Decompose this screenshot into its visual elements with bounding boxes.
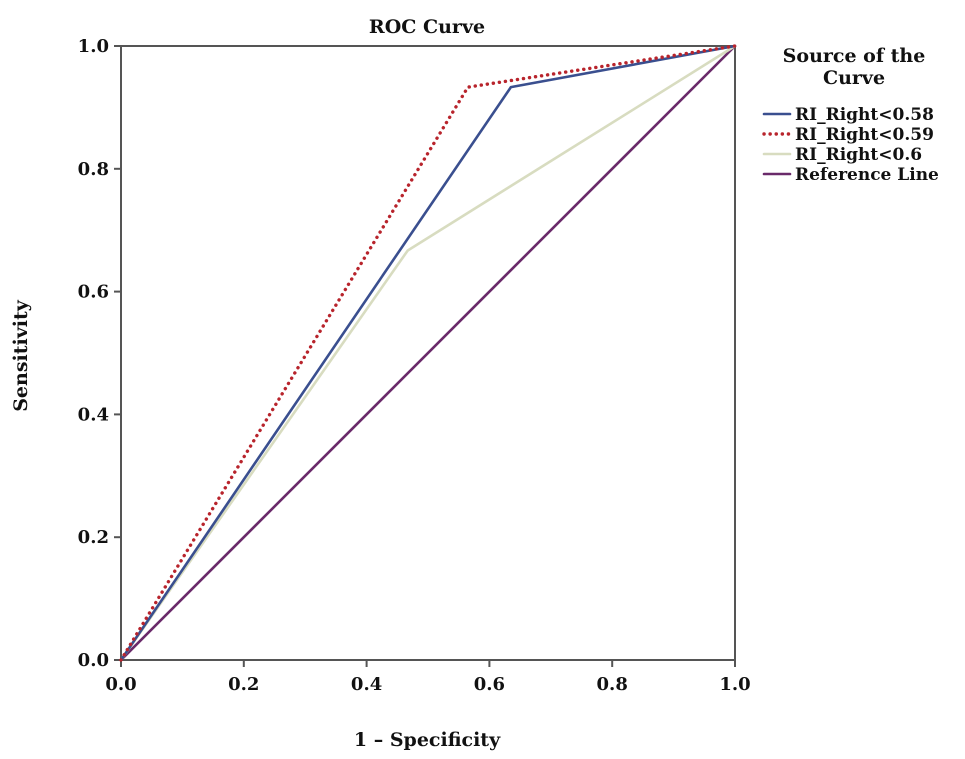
plot-border — [120, 45, 736, 661]
series-line-reference-line — [119, 44, 737, 662]
x-tick-label: 0.2 — [228, 674, 259, 695]
y-tick-label: 0.4 — [78, 404, 109, 425]
x-tick-label: 0.6 — [474, 674, 505, 695]
x-tick-label: 0.0 — [105, 674, 136, 695]
legend-label: RI_Right<0.6 — [795, 145, 922, 165]
legend-item: RI_Right<0.58 — [762, 105, 934, 125]
legend: Source of theCurveRI_Right<0.58RI_Right<… — [762, 45, 939, 185]
x-axis-title: 1 – Specificity — [354, 729, 501, 751]
legend-item: RI_Right<0.59 — [762, 125, 934, 145]
y-tick-label: 0.8 — [78, 159, 109, 180]
legend-label: Reference Line — [795, 165, 939, 185]
legend-item: Reference Line — [762, 165, 939, 185]
series-line-ri-right-0-59 — [119, 44, 737, 662]
y-tick-label: 0.0 — [78, 650, 109, 671]
legend-title-line: Source of the — [783, 45, 926, 67]
y-axis-title: Sensitivity — [10, 299, 32, 412]
y-tick-label: 1.0 — [78, 36, 109, 57]
legend-item: RI_Right<0.6 — [762, 145, 922, 165]
x-tick-label: 1.0 — [719, 674, 750, 695]
x-tick-label: 0.4 — [351, 674, 382, 695]
legend-title-line: Curve — [823, 67, 885, 89]
series-line-ri-right-0-6 — [119, 44, 737, 662]
legend-label: RI_Right<0.59 — [795, 125, 934, 145]
legend-label: RI_Right<0.58 — [795, 105, 934, 125]
x-tick-label: 0.8 — [597, 674, 628, 695]
plot-area: 0.0 0.2 0.4 0.6 0.8 1.0 0.0 0.2 0.4 0.6 0.8 1.0 — [78, 36, 751, 695]
chart-title: ROC Curve — [369, 16, 485, 38]
y-tick-label: 0.2 — [78, 527, 109, 548]
y-tick-label: 0.6 — [78, 282, 109, 303]
series-line-ri-right-0-58 — [119, 44, 737, 662]
